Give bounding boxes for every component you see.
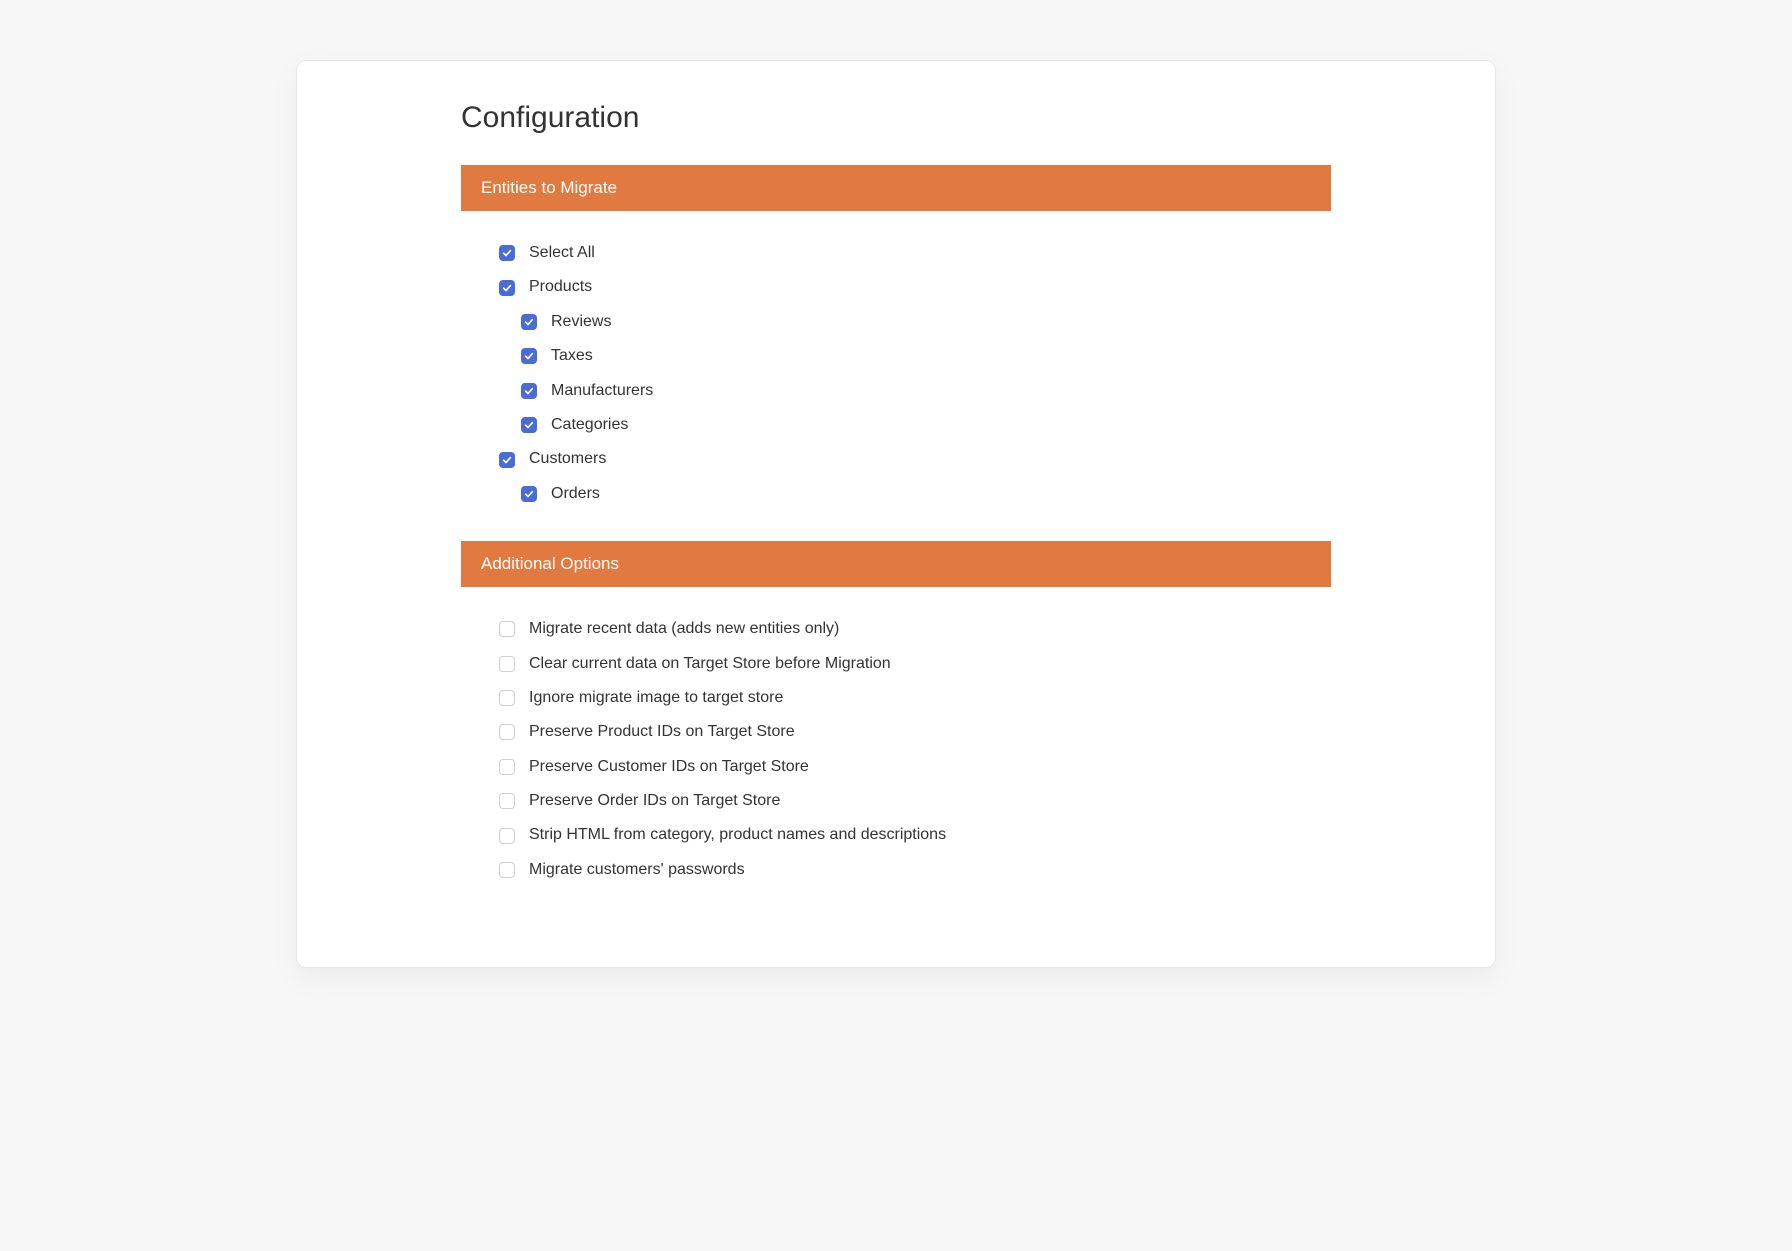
entity-row-reviews: Reviews: [499, 305, 1311, 339]
option-label-preserve-product-ids-on-target-store: Preserve Product IDs on Target Store: [529, 721, 795, 743]
entity-checkbox-orders[interactable]: [521, 486, 537, 502]
entity-checkbox-customers[interactable]: [499, 452, 515, 468]
config-card: Configuration Entities to Migrate Select…: [296, 60, 1496, 968]
entity-label-manufacturers: Manufacturers: [551, 380, 653, 402]
page-title: Configuration: [461, 101, 1331, 135]
option-checkbox-migrate-recent-data-adds-new-entities-only[interactable]: [499, 621, 515, 637]
entity-checkbox-select-all[interactable]: [499, 245, 515, 261]
option-label-migrate-recent-data-adds-new-entities-only: Migrate recent data (adds new entities o…: [529, 618, 839, 640]
option-label-ignore-migrate-image-to-target-store: Ignore migrate image to target store: [529, 687, 783, 709]
entity-label-taxes: Taxes: [551, 345, 593, 367]
option-checkbox-preserve-order-ids-on-target-store[interactable]: [499, 793, 515, 809]
options-section-header: Additional Options: [461, 541, 1331, 587]
entity-label-select-all: Select All: [529, 242, 595, 264]
entity-label-customers: Customers: [529, 448, 606, 470]
option-checkbox-migrate-customers-passwords[interactable]: [499, 862, 515, 878]
option-checkbox-preserve-customer-ids-on-target-store[interactable]: [499, 759, 515, 775]
option-checkbox-ignore-migrate-image-to-target-store[interactable]: [499, 690, 515, 706]
entity-checkbox-categories[interactable]: [521, 417, 537, 433]
option-label-migrate-customers-passwords: Migrate customers' passwords: [529, 859, 745, 881]
option-checkbox-strip-html-from-category-product-names-and-descriptions[interactable]: [499, 828, 515, 844]
entity-row-manufacturers: Manufacturers: [499, 374, 1311, 408]
option-label-clear-current-data-on-target-store-before-migration: Clear current data on Target Store befor…: [529, 653, 891, 675]
entities-checklist: Select All Products Reviews Taxes Manufactur…: [461, 236, 1331, 511]
entity-checkbox-taxes[interactable]: [521, 348, 537, 364]
option-row-strip-html-from-category-product-names-and-descriptions: Strip HTML from category, product names …: [499, 818, 1311, 852]
entity-checkbox-manufacturers[interactable]: [521, 383, 537, 399]
entity-row-select-all: Select All: [499, 236, 1311, 270]
entity-label-orders: Orders: [551, 483, 600, 505]
option-checkbox-clear-current-data-on-target-store-before-migration[interactable]: [499, 656, 515, 672]
entity-label-categories: Categories: [551, 414, 628, 436]
entities-section-header: Entities to Migrate: [461, 165, 1331, 211]
option-label-strip-html-from-category-product-names-and-descriptions: Strip HTML from category, product names …: [529, 824, 946, 846]
config-inner: Configuration Entities to Migrate Select…: [461, 101, 1331, 887]
option-row-migrate-customers-passwords: Migrate customers' passwords: [499, 853, 1311, 887]
entity-row-taxes: Taxes: [499, 339, 1311, 373]
option-row-clear-current-data-on-target-store-before-migration: Clear current data on Target Store befor…: [499, 647, 1311, 681]
entity-row-customers: Customers: [499, 442, 1311, 476]
option-label-preserve-order-ids-on-target-store: Preserve Order IDs on Target Store: [529, 790, 780, 812]
entity-checkbox-products[interactable]: [499, 280, 515, 296]
option-label-preserve-customer-ids-on-target-store: Preserve Customer IDs on Target Store: [529, 756, 809, 778]
entity-row-categories: Categories: [499, 408, 1311, 442]
entity-row-products: Products: [499, 270, 1311, 304]
option-checkbox-preserve-product-ids-on-target-store[interactable]: [499, 724, 515, 740]
entity-row-orders: Orders: [499, 477, 1311, 511]
option-row-migrate-recent-data-adds-new-entities-only: Migrate recent data (adds new entities o…: [499, 612, 1311, 646]
option-row-preserve-order-ids-on-target-store: Preserve Order IDs on Target Store: [499, 784, 1311, 818]
option-row-preserve-customer-ids-on-target-store: Preserve Customer IDs on Target Store: [499, 750, 1311, 784]
entity-label-products: Products: [529, 276, 592, 298]
options-checklist: Migrate recent data (adds new entities o…: [461, 612, 1331, 887]
option-row-ignore-migrate-image-to-target-store: Ignore migrate image to target store: [499, 681, 1311, 715]
entity-checkbox-reviews[interactable]: [521, 314, 537, 330]
option-row-preserve-product-ids-on-target-store: Preserve Product IDs on Target Store: [499, 715, 1311, 749]
entity-label-reviews: Reviews: [551, 311, 611, 333]
